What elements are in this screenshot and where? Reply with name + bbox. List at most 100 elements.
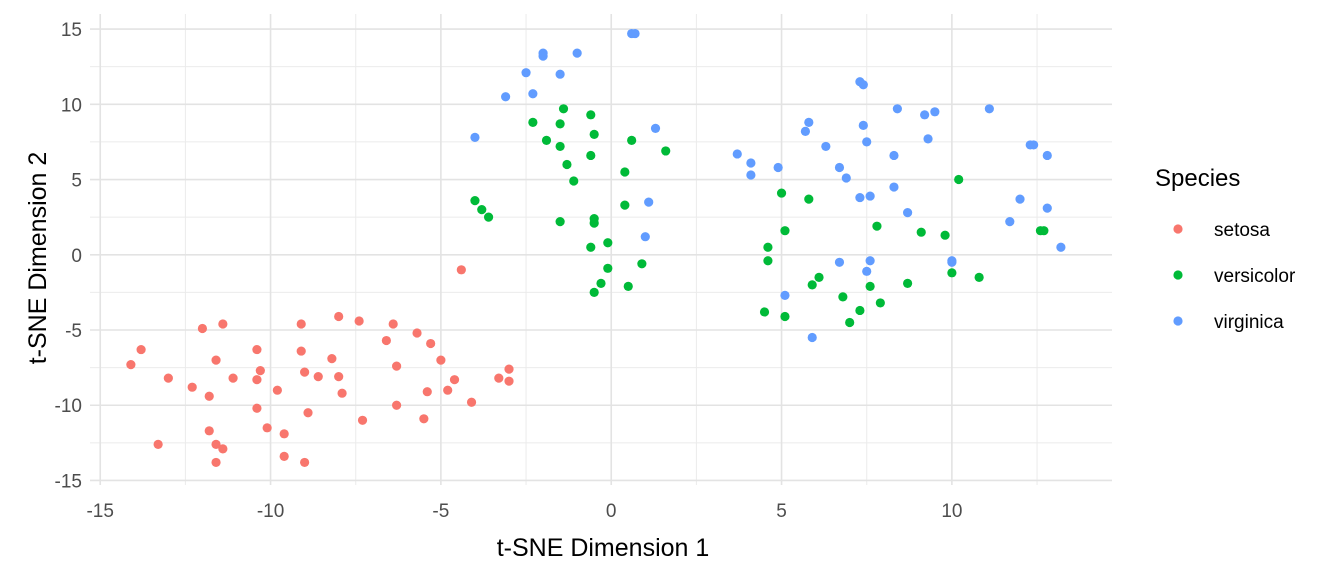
point-virginica <box>858 120 868 130</box>
point-setosa <box>392 361 402 371</box>
point-setosa <box>504 376 514 386</box>
point-versicolor <box>872 221 882 231</box>
point-virginica <box>834 162 845 173</box>
point-setosa <box>426 338 436 349</box>
major-gridlines <box>90 14 1112 485</box>
point-virginica <box>1056 242 1066 252</box>
point-setosa <box>313 372 323 382</box>
point-virginica <box>746 170 756 180</box>
point-virginica <box>644 197 654 207</box>
point-versicolor <box>555 217 565 227</box>
point-setosa <box>412 328 422 338</box>
point-versicolor <box>620 200 630 210</box>
point-setosa <box>334 311 344 322</box>
point-versicolor <box>947 268 957 278</box>
point-virginica <box>862 266 872 276</box>
y-axis-title: t-SNE Dimension 2 <box>24 152 52 365</box>
point-virginica <box>1029 140 1039 150</box>
point-setosa <box>300 457 310 468</box>
point-virginica <box>800 126 811 136</box>
point-versicolor <box>477 205 487 215</box>
point-setosa <box>218 444 228 454</box>
point-setosa <box>449 375 460 385</box>
point-virginica <box>640 232 650 242</box>
legend-title: Species <box>1155 165 1240 192</box>
point-setosa <box>296 346 306 356</box>
point-versicolor <box>470 195 480 206</box>
point-virginica <box>920 110 930 120</box>
point-versicolor <box>558 104 569 114</box>
point-virginica <box>862 137 872 147</box>
point-setosa <box>296 319 306 329</box>
point-versicolor <box>845 317 855 328</box>
point-setosa <box>337 388 347 398</box>
point-virginica <box>773 162 783 173</box>
point-virginica <box>572 48 582 58</box>
point-virginica <box>889 150 899 161</box>
point-virginica <box>855 192 865 203</box>
point-versicolor <box>763 256 773 266</box>
point-versicolor <box>974 272 984 282</box>
point-setosa <box>279 429 289 439</box>
point-versicolor <box>838 292 848 302</box>
point-virginica <box>889 182 899 192</box>
point-versicolor <box>804 194 814 204</box>
point-virginica <box>470 132 480 142</box>
point-versicolor <box>586 150 596 161</box>
point-versicolor <box>759 307 770 317</box>
legend-label-versicolor: versicolor <box>1214 266 1296 287</box>
point-setosa <box>228 373 238 383</box>
point-versicolor <box>780 226 790 236</box>
point-virginica <box>746 158 756 168</box>
point-setosa <box>255 366 265 376</box>
point-setosa <box>252 344 262 355</box>
point-versicolor <box>589 218 599 228</box>
point-setosa <box>392 400 402 410</box>
point-virginica <box>732 149 742 159</box>
point-virginica <box>1005 217 1015 227</box>
y-tick-label: 15 <box>61 20 82 41</box>
point-setosa <box>334 372 344 382</box>
x-tick-label: 0 <box>606 501 617 522</box>
x-tick-label: -10 <box>257 501 284 522</box>
point-versicolor <box>528 117 538 127</box>
point-virginica <box>650 123 661 133</box>
point-setosa <box>419 414 429 424</box>
data-points <box>126 28 1066 468</box>
x-tick-label: 10 <box>941 501 962 522</box>
point-versicolor <box>814 272 824 282</box>
point-setosa <box>422 387 432 397</box>
point-versicolor <box>620 167 630 177</box>
point-setosa <box>354 316 364 326</box>
point-versicolor <box>555 141 565 152</box>
point-setosa <box>211 457 221 468</box>
point-versicolor <box>586 242 596 252</box>
point-versicolor <box>1039 226 1049 236</box>
point-virginica <box>1042 203 1052 213</box>
point-versicolor <box>855 305 865 316</box>
x-tick-label: 5 <box>776 501 787 522</box>
point-versicolor <box>776 188 787 198</box>
point-versicolor <box>586 110 596 120</box>
point-virginica <box>984 104 994 114</box>
point-versicolor <box>940 230 950 240</box>
legend: Species setosa versicolor virginica <box>1155 165 1296 333</box>
minor-gridlines <box>90 14 1112 485</box>
point-versicolor <box>916 227 926 237</box>
point-setosa <box>252 403 262 413</box>
y-tick-label: 10 <box>61 95 82 116</box>
point-versicolor <box>865 281 875 291</box>
point-setosa <box>388 319 398 329</box>
y-tick-label: 0 <box>71 246 82 267</box>
point-versicolor <box>623 281 633 291</box>
point-versicolor <box>483 212 494 222</box>
point-versicolor <box>596 278 606 288</box>
point-versicolor <box>589 129 599 139</box>
point-setosa <box>443 385 453 395</box>
point-virginica <box>501 92 511 102</box>
point-versicolor <box>763 242 773 252</box>
point-setosa <box>197 323 208 334</box>
point-virginica <box>780 290 790 300</box>
point-versicolor <box>589 287 599 297</box>
